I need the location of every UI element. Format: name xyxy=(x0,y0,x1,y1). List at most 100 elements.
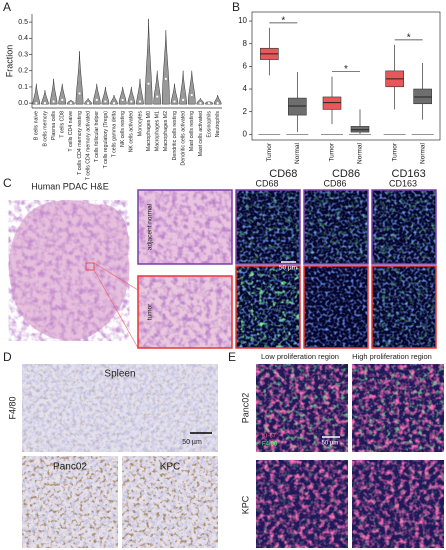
image-tile xyxy=(304,190,368,264)
x-tick-label: B cells naive xyxy=(34,111,40,140)
x-tick-label: Normal xyxy=(419,142,426,164)
image-tile xyxy=(352,364,444,452)
if-grid xyxy=(256,364,444,548)
x-tick-label: Normal xyxy=(294,142,301,164)
row-label: adjacent normal xyxy=(147,203,154,250)
row-label: tumor xyxy=(147,303,154,320)
violin xyxy=(127,86,136,105)
image-border xyxy=(371,265,437,349)
y-tick-label: 0.0 xyxy=(18,100,28,107)
y-tick-label: 8 xyxy=(243,39,248,48)
violin xyxy=(170,83,179,105)
violin xyxy=(144,18,153,105)
group-label: CD86 xyxy=(332,168,360,180)
x-tick-label: Tumor xyxy=(329,142,336,161)
scale-bar-label: 50 µm xyxy=(182,439,202,446)
x-tick-label: Plasma cells xyxy=(51,111,57,141)
image-tile xyxy=(304,266,368,348)
x-tick-label: Mast cells resting xyxy=(189,111,195,151)
x-tick-label: Dendritic cells activated xyxy=(181,111,187,166)
x-tick-label: T cells CD4 memory activated xyxy=(86,111,92,180)
x-tick-label: T cells CD4 naive xyxy=(68,111,74,152)
column-label: CD163 xyxy=(389,178,417,188)
median-dot xyxy=(173,100,176,103)
y-tick-label: 0.5 xyxy=(18,19,28,26)
image-tile xyxy=(236,266,300,348)
median-dot xyxy=(78,92,81,95)
ihc-image xyxy=(22,364,218,548)
violin xyxy=(58,83,67,105)
panel-letter: C xyxy=(3,176,12,190)
x-tick-label: T cells CD4 memory resting xyxy=(77,111,83,175)
y-tick-label: 10 xyxy=(238,16,247,25)
annotation: * xyxy=(407,32,411,43)
median-dot xyxy=(121,98,124,101)
row-label: Panc02 xyxy=(240,393,250,424)
image-tile xyxy=(236,190,300,264)
violin xyxy=(136,78,144,105)
median-dot xyxy=(138,100,142,103)
column-label: Low proliferation region xyxy=(261,352,339,361)
x-tick-label: Normal xyxy=(357,142,364,164)
panel-title: Human PDAC H&E xyxy=(31,181,109,191)
violin xyxy=(187,70,196,105)
x-tick-label: T cells follicular helper xyxy=(94,111,100,162)
violin xyxy=(153,70,162,105)
row-label: F4/80 xyxy=(7,396,17,419)
fluorescence-grid xyxy=(235,189,437,349)
x-tick-label: NK cells activated xyxy=(129,111,135,152)
y-tick-label: 4 xyxy=(243,84,248,93)
column-label: CD68 xyxy=(255,178,278,188)
panel-letter: D xyxy=(3,350,12,364)
column-label: CD86 xyxy=(323,178,346,188)
image-border xyxy=(371,189,437,265)
x-tick-label: B cells memory xyxy=(42,111,48,147)
image-border xyxy=(235,189,301,265)
median-dot xyxy=(61,98,64,101)
violin xyxy=(161,30,170,105)
x-tick-label: Monocytes xyxy=(137,111,143,136)
annotation: * xyxy=(344,64,348,75)
median-dot xyxy=(87,102,90,105)
median-dot xyxy=(207,102,211,105)
image-label: Panc02 xyxy=(53,462,87,473)
panel-letter: A xyxy=(3,0,11,14)
median-dot xyxy=(164,77,167,80)
x-tick-label: T cells CD8 xyxy=(60,111,66,138)
y-tick-label: 2 xyxy=(243,107,248,116)
x-tick-label: Dendritic cells resting xyxy=(172,111,178,160)
median-dot xyxy=(69,102,72,105)
median-dot xyxy=(112,102,116,105)
x-tick-label: Tumor xyxy=(266,142,273,161)
he-slide xyxy=(8,200,139,349)
median-dot xyxy=(147,82,150,85)
he-inset xyxy=(137,189,233,349)
violin xyxy=(49,78,58,105)
x-tick-label: Macrophages M0 xyxy=(146,111,152,151)
panel-letter: E xyxy=(228,350,236,364)
y-tick-label: 6 xyxy=(243,61,248,70)
box xyxy=(413,88,432,105)
group-label: CD68 xyxy=(269,168,297,180)
y-tick-label: 0.1 xyxy=(18,84,28,91)
y-tick-label: 0.3 xyxy=(18,51,28,58)
x-tick-label: Macrophages M1 xyxy=(155,111,161,151)
median-dot xyxy=(182,98,185,101)
image-label: KPC xyxy=(160,462,181,473)
x-tick-label: Neutrophils xyxy=(215,111,221,138)
group-label: CD163 xyxy=(392,168,426,180)
violin xyxy=(179,70,188,105)
panel-letter: B xyxy=(232,0,240,14)
box xyxy=(322,96,342,110)
image-border xyxy=(303,189,369,265)
y-axis-label: Fraction xyxy=(4,45,14,78)
violin xyxy=(75,51,84,105)
x-tick-label: Tumor xyxy=(391,142,398,161)
legend-label: Ki-67 xyxy=(262,434,277,440)
median-dot xyxy=(190,93,193,97)
scale-bar-label: 50 µm xyxy=(279,265,297,272)
row-label: KPC xyxy=(240,495,250,514)
box xyxy=(350,126,370,133)
